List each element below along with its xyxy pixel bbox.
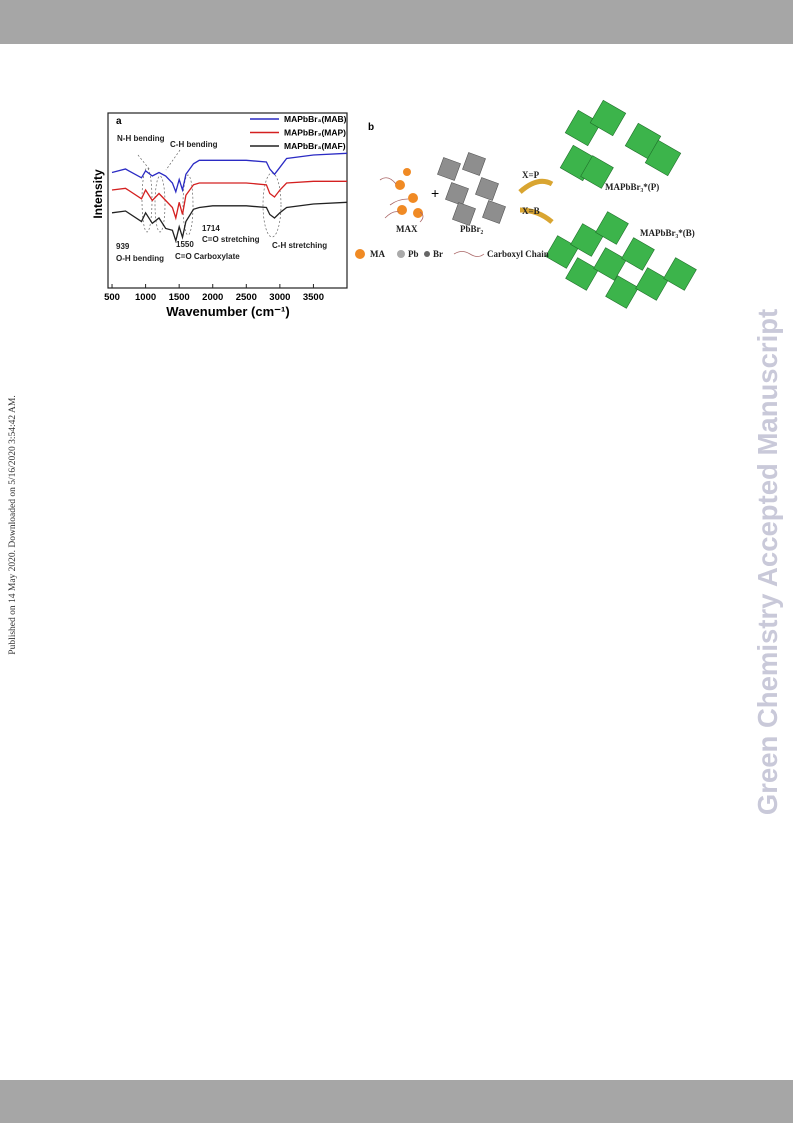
annotation: C-H stretching: [272, 241, 327, 250]
series-line: [111, 152, 348, 194]
series-line: [111, 180, 347, 221]
chart: a Wavenumber (cm⁻¹) Intensity N-H bendin…: [91, 112, 348, 319]
reactant-label: MAX: [396, 224, 418, 234]
legend-label: MA: [370, 249, 385, 259]
annotation: N-H bending: [117, 134, 165, 143]
header-bar: [0, 0, 793, 44]
x-axis-label: Wavenumber (cm⁻¹): [166, 304, 289, 319]
annotation: C=O stretching: [202, 235, 260, 244]
x-tick-label: 2500: [236, 292, 257, 303]
plus: +: [431, 185, 439, 201]
x-tick-label: 3500: [303, 292, 324, 303]
arrow-label: X=B: [522, 206, 540, 216]
product-p: [559, 99, 682, 189]
watermark: Green Chemistry Accepted Manuscript: [752, 309, 783, 815]
guide-ellipses: [137, 149, 282, 238]
annotation: O-H bending: [116, 254, 164, 263]
plot-frame: [107, 112, 348, 289]
y-axis-label: Intensity: [91, 169, 105, 219]
x-tick-label: 3000: [269, 292, 290, 303]
panel-label: a: [116, 116, 122, 127]
chains: [379, 177, 424, 223]
annotation: C-H bending: [170, 140, 218, 149]
reactant-label: PbBr₂: [460, 224, 484, 234]
diagram-legend: MA Pb Br Carboxyl Chain: [355, 249, 549, 259]
arrow: [519, 207, 554, 224]
x-tick-label: 500: [104, 292, 120, 303]
product-label: MAPbBr₃*(P): [605, 182, 659, 192]
legend-label: MAPbBr₃(MAF): [284, 141, 346, 151]
product-b: [545, 211, 697, 309]
x-tick-label: 1500: [169, 292, 190, 303]
annotation: 1714: [202, 224, 220, 233]
arrow-label: X=P: [522, 170, 540, 180]
annotation: 939: [116, 242, 130, 251]
legend-label: MAPbBr₃(MAB): [284, 114, 347, 124]
arrow: [518, 178, 554, 194]
pbbr2-octahedra: [437, 152, 506, 226]
annotation: 1550: [176, 240, 194, 249]
legend-label: Carboxyl Chain: [487, 249, 549, 259]
ma-ions: [395, 168, 423, 218]
series-line: [111, 201, 348, 244]
legend-label: Pb: [408, 249, 419, 259]
panel-label: b: [368, 122, 374, 133]
diagram: b + MAX PbBr₂ X=P X=B MAPbBr₃*(P): [355, 99, 697, 309]
x-tick-label: 1000: [135, 292, 156, 303]
annotation: C=O Carboxylate: [175, 252, 240, 261]
footer-bar: [0, 1080, 793, 1123]
x-tick-label: 2000: [202, 292, 223, 303]
product-label: MAPbBr₃*(B): [640, 228, 695, 238]
margin-note: Published on 14 May 2020. Downloaded on …: [8, 395, 18, 654]
legend-label: MAPbBr₃(MAP): [284, 128, 346, 138]
legend-label: Br: [433, 249, 443, 259]
